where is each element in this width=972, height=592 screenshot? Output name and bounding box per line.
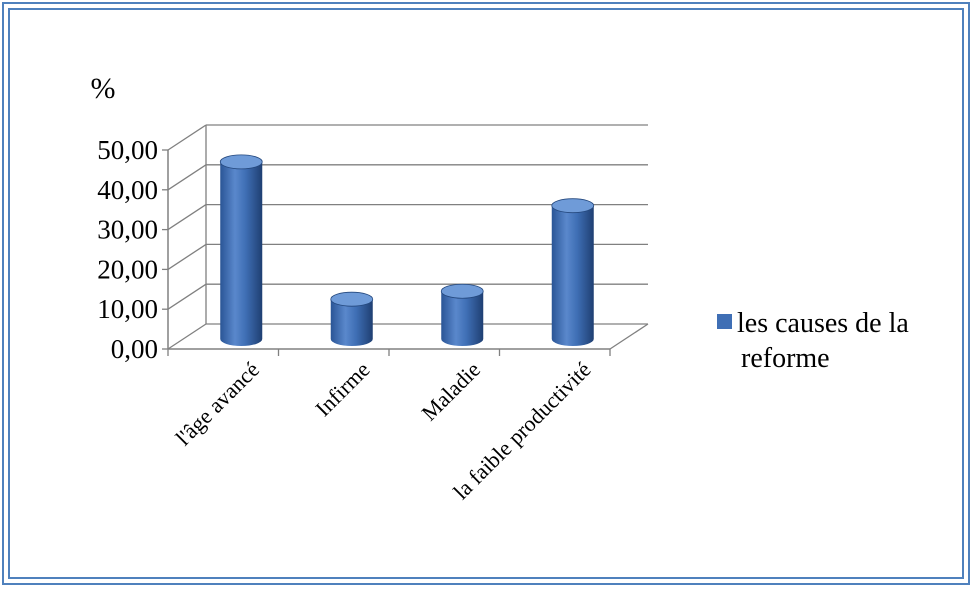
y-tick-label: 20,00 <box>97 254 158 284</box>
x-tick-label: l'âge avancé <box>171 357 264 450</box>
bar <box>440 283 484 346</box>
bar-body <box>220 161 263 346</box>
y-axis-title: % <box>91 72 116 105</box>
bar-body <box>551 205 594 346</box>
side-gridline <box>167 164 207 191</box>
bar-top <box>219 154 263 170</box>
bar-top <box>440 283 484 299</box>
inner-border <box>8 8 964 579</box>
side-gridline <box>167 243 207 270</box>
y-tick-label: 0,00 <box>111 334 158 364</box>
side-gridline <box>167 204 207 231</box>
axes <box>162 125 649 356</box>
y-tick-labels: 0,00 10,00 20,00 30,00 40,00 50,00 <box>97 135 158 364</box>
side-gridline <box>167 283 207 310</box>
bar-body <box>330 299 373 346</box>
bar-body <box>441 291 484 346</box>
y-tick-label: 30,00 <box>97 215 158 245</box>
bars <box>219 154 595 346</box>
x-tick-label: Infirme <box>310 357 374 421</box>
legend-swatch <box>717 314 732 329</box>
y-tick-label: 40,00 <box>97 175 158 205</box>
bar <box>551 198 595 346</box>
legend-label-line2: reforme <box>741 343 830 374</box>
y-tick-label: 10,00 <box>97 294 158 324</box>
y-tick-label: 50,00 <box>97 135 158 165</box>
bar-top <box>330 291 374 307</box>
floor-right-edge <box>609 323 649 350</box>
x-tick-label: Maladie <box>416 357 485 426</box>
bar <box>330 291 374 346</box>
legend: les causes de la reforme <box>717 308 909 374</box>
bar-top <box>551 198 595 214</box>
side-gridline <box>167 323 207 350</box>
legend-label-line1: les causes de la <box>737 308 909 339</box>
bar <box>219 154 263 346</box>
side-gridline <box>167 124 207 151</box>
